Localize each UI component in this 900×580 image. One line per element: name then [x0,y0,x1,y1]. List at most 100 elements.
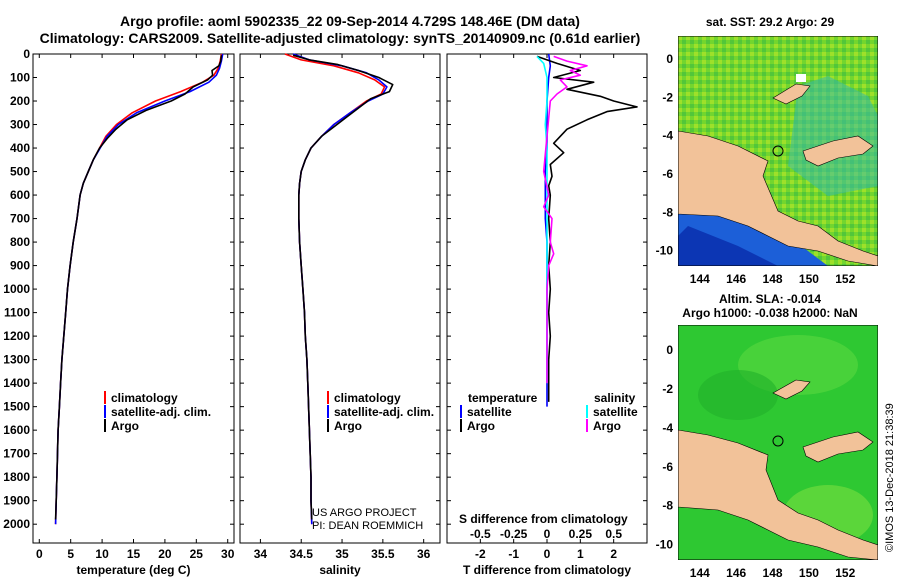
x-tick-label: 15 [127,547,141,561]
map-lat-tick-label: -2 [662,90,673,104]
map-lat-tick-label: -6 [662,167,673,181]
x-tick-label: 10 [95,547,109,561]
y-tick-label: 1600 [3,423,30,437]
legend-argo-label: Argo [334,419,362,433]
x-tick-label: 35 [335,547,349,561]
x-tick-label: 2 [610,547,617,561]
x-tick-label: 34 [254,547,268,561]
sst-map-title: sat. SST: 29.2 Argo: 29 [706,15,835,29]
y-tick-label: 1300 [3,353,30,367]
y-tick-label: 700 [10,212,30,226]
difference-legend: temperature satellite Argo salinity sate… [460,391,638,433]
new-britain-land [802,135,874,167]
map-lon-tick-label: 146 [726,566,746,580]
map-lat-tick-label: 0 [666,343,673,357]
y-tick-label: 1900 [3,494,30,508]
y-tick-label: 1500 [3,400,30,414]
series-line-argo [292,54,394,520]
x2-tick-label: 0 [544,527,551,541]
series-line-temperature-argo [536,55,638,402]
plot-frame [239,53,441,544]
legend-temperature-header: temperature [468,391,538,405]
x-tick-label: -2 [475,547,486,561]
x-axis-label: temperature (deg C) [76,563,190,577]
map-lon-tick-label: 144 [690,272,710,286]
x-tick-label: 0 [36,547,43,561]
credit-line-2: PI: DEAN ROEMMICH [312,520,423,532]
sla-low-patch [698,370,778,420]
x-tick-label: 0 [544,547,551,561]
sst-coldest-region [678,226,778,266]
legend-climatology-label: climatology [111,391,178,405]
x-tick-label: 25 [190,547,204,561]
sla-map-title-1: Altim. SLA: -0.014 [719,292,821,306]
y-tick-label: 0 [23,47,30,61]
map-lat-tick-label: -2 [662,382,673,396]
plot-frame [32,53,235,544]
argo-float-marker [772,435,784,447]
y-tick-label: 1100 [4,306,30,320]
series-line-climatology [54,53,223,525]
y-tick-label: 400 [10,141,30,155]
series-line-satellite-adj-clim- [292,53,388,525]
x2-tick-label: 0.25 [569,527,593,541]
map-lon-tick-label: 148 [763,566,783,580]
sla-map-title-2: Argo h1000: -0.038 h2000: NaN [682,306,857,320]
y-tick-label: 500 [10,165,30,179]
y-tick-label: 2000 [3,517,30,531]
y-tick-label: 100 [10,71,30,85]
map-lat-tick-label: -10 [656,244,674,258]
map-lon-tick-label: 152 [835,272,855,286]
series-line-salinity-satellite [536,55,548,384]
legend-t-argo-label: Argo [467,419,495,433]
sla-map-ticks: 144 146 148 150 152 0 -2 -4 -6 -8 -10 [656,343,856,580]
y-tick-label: 1700 [3,447,30,461]
sst-map-plot [678,36,878,266]
x-tick-label: 30 [221,547,235,561]
new-ireland-land [772,379,811,400]
map-lat-tick-label: -8 [662,205,673,219]
y-tick-label: 1200 [3,329,30,343]
map-lon-tick-label: 152 [835,566,855,580]
legend-s-argo-label: Argo [593,419,621,433]
x2-axis-label: S difference from climatology [459,512,628,526]
legend-satellite-label: satellite-adj. clim. [111,405,211,419]
sst-missing-data [796,74,806,82]
sla-map: Altim. SLA: -0.014 Argo h1000: -0.038 h2… [656,292,878,580]
x2-tick-label: 0.5 [605,527,622,541]
temperature-legend: climatology satellite-adj. clim. Argo [104,391,211,433]
y-tick-label: 900 [10,259,30,273]
x-tick-label: 35.5 [371,547,395,561]
sst-cool-patch [788,76,878,196]
x-tick-label: 5 [67,547,74,561]
new-guinea-land [678,429,878,560]
y-tick-label: 1000 [3,282,30,296]
sst-map: sat. SST: 29.2 Argo: 29 144 146 148 150 152 0… [656,15,878,286]
sst-map-ticks: 144 146 148 150 152 0 -2 -4 -6 -8 -10 [656,52,856,286]
new-britain-land [802,431,874,463]
x2-tick-label: -0.5 [470,527,491,541]
y-tick-label: 1800 [3,470,30,484]
sla-map-plot [678,325,878,560]
series-line-salinity-argo [542,55,588,384]
legend-s-satellite-label: satellite [593,405,638,419]
x-tick-label: 36 [417,547,431,561]
series-line-argo [54,55,223,520]
x-tick-label: 1 [577,547,584,561]
salinity-panel: 34 34.5 35 35.5 36 salinity [239,53,441,577]
x2-tick-label: -0.25 [500,527,528,541]
map-lon-tick-label: 146 [726,272,746,286]
x-tick-label: 34.5 [290,547,314,561]
map-lat-tick-label: -8 [662,499,673,513]
y-tick-label: 1400 [3,376,30,390]
title-line-2: Climatology: CARS2009. Satellite-adjuste… [40,30,641,46]
map-lat-tick-label: 0 [666,52,673,66]
map-lon-tick-label: 150 [799,566,819,580]
x-tick-label: -1 [508,547,519,561]
y-tick-label: 200 [10,94,30,108]
x-axis-label: salinity [319,563,361,577]
new-guinea-land [678,130,878,266]
y-tick-label: 600 [10,188,30,202]
map-lat-tick-label: -4 [662,129,673,143]
